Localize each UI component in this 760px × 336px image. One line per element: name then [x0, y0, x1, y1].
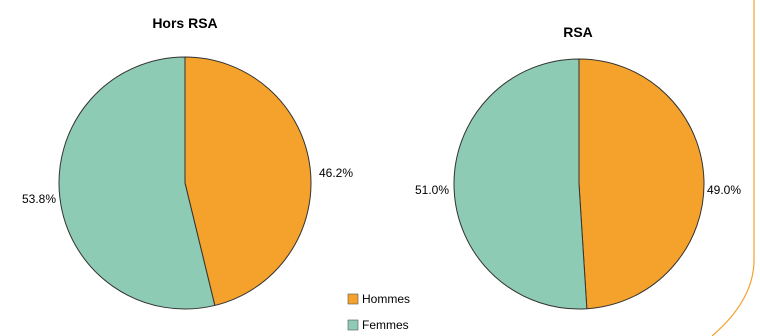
legend-swatch-femmes	[347, 319, 359, 331]
legend-swatch-hommes	[347, 293, 359, 305]
legend-label-hommes: Hommes	[362, 292, 410, 306]
pct-label-rsa-femmes: 51.0%	[415, 183, 449, 197]
pct-label-hors-rsa-femmes: 53.8%	[22, 192, 56, 206]
legend-label-femmes: Femmes	[362, 318, 409, 332]
pct-label-hors-rsa-hommes: 46.2%	[319, 166, 353, 180]
pie-rsa-slices	[453, 58, 705, 310]
pie-hors-rsa-slices	[58, 56, 312, 310]
chart-title-hors-rsa: Hors RSA	[152, 15, 217, 31]
legend: Hommes Femmes	[347, 292, 410, 332]
decorative-frame-border	[711, 0, 755, 336]
pie-slice-rsa-femmes	[453, 58, 588, 310]
pct-label-rsa-hommes: 49.0%	[707, 183, 741, 197]
pie-chart-rsa: RSA 49.0% 51.0%	[415, 24, 741, 310]
legend-item-hommes: Hommes	[347, 292, 410, 306]
legend-item-femmes: Femmes	[347, 318, 409, 332]
pie-slice-rsa-hommes	[578, 58, 705, 310]
chart-title-rsa: RSA	[563, 24, 593, 40]
pie-chart-hors-rsa: Hors RSA 46.2% 53.8%	[22, 15, 353, 310]
pie-slice-hors-rsa-femmes	[58, 56, 216, 310]
pie-slice-hors-rsa-hommes	[184, 56, 312, 306]
